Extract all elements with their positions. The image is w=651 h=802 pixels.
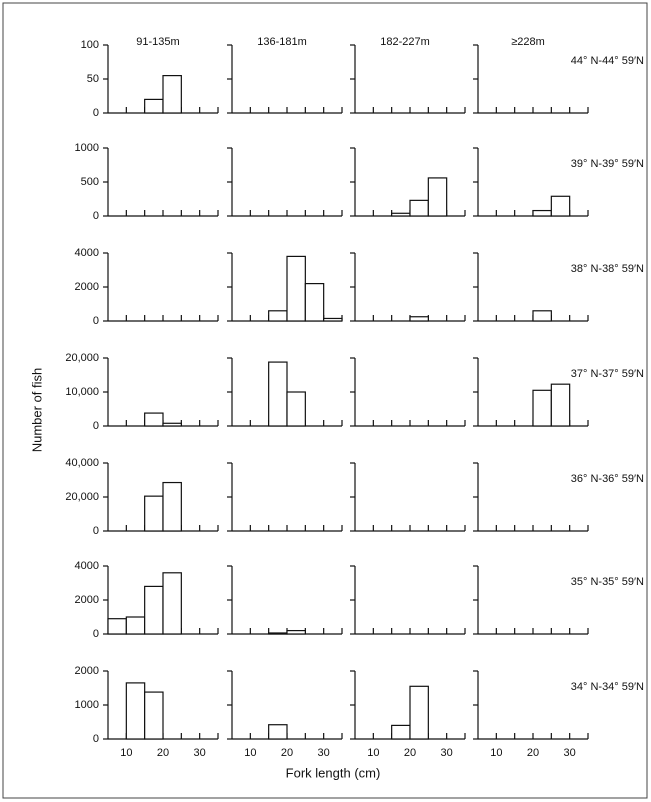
y-axis-label: Number of fish [29,368,44,453]
y-tick-label: 1000 [75,142,99,154]
bar [144,98,164,114]
y-tick-label: 0 [93,315,99,327]
bar [162,481,182,532]
row-label: 35° N-35° 59′N [571,576,644,588]
y-tick-label: 50 [87,73,99,85]
bar [268,632,288,635]
y-tick-label: 4000 [75,247,99,259]
row-label: 44° N-44° 59′N [571,55,644,67]
x-tick-label: 10 [367,747,379,759]
bar [409,199,429,217]
bar [268,310,288,322]
x-tick-label: 10 [244,747,256,759]
bar [323,317,343,322]
y-tick-label: 2000 [75,281,99,293]
bar [107,618,127,635]
x-tick-label: 30 [318,747,330,759]
bar [427,177,448,217]
x-tick-label: 30 [441,747,453,759]
x-tick-label: 10 [490,747,502,759]
row-label: 37° N-37° 59′N [571,368,644,380]
y-tick-label: 0 [93,733,99,745]
y-tick-label: 40,000 [65,457,99,469]
bar [162,74,182,114]
bar [304,283,325,322]
bar [125,616,146,635]
x-tick-label: 20 [404,747,416,759]
y-tick-label: 2000 [75,594,99,606]
y-tick-label: 4000 [75,560,99,572]
bar [144,585,164,635]
y-tick-label: 0 [93,628,99,640]
x-tick-label: 20 [157,747,169,759]
bar [162,572,182,635]
column-header: 91-135m [136,36,179,48]
y-tick-label: 0 [93,525,99,537]
column-header: 136-181m [257,36,307,48]
bar [550,195,571,217]
bar [391,212,411,217]
bar [268,361,288,427]
y-tick-label: 100 [81,39,99,51]
bar [125,682,146,740]
x-tick-label: 20 [527,747,539,759]
y-tick-label: 10,000 [65,386,99,398]
row-label: 39° N-39° 59′N [571,158,644,170]
bar [409,685,429,740]
bar [268,724,288,740]
bar [532,310,552,322]
x-tick-label: 20 [281,747,293,759]
x-axis-label: Fork length (cm) [286,765,381,780]
row-label: 34° N-34° 59′N [571,681,644,693]
bar [286,629,306,635]
y-tick-label: 20,000 [65,352,99,364]
bar [391,724,411,740]
x-tick-label: 10 [120,747,132,759]
y-tick-label: 0 [93,420,99,432]
bar [532,209,552,217]
row-label: 38° N-38° 59′N [571,263,644,275]
row-label: 36° N-36° 59′N [571,473,644,485]
bar [409,316,429,322]
y-tick-label: 500 [81,176,99,188]
bar [286,255,306,322]
y-tick-label: 1000 [75,699,99,711]
bar [144,495,164,532]
column-header: 182-227m [380,36,430,48]
column-header: ≥228m [511,36,545,48]
y-tick-label: 2000 [75,665,99,677]
bar [162,422,182,427]
y-tick-label: 0 [93,210,99,222]
x-tick-label: 30 [194,747,206,759]
bar [286,391,306,427]
x-tick-label: 30 [564,747,576,759]
y-tick-label: 20,000 [65,491,99,503]
bar [532,389,552,427]
y-tick-label: 0 [93,107,99,119]
bar [144,691,164,740]
bar [144,412,164,427]
bar [550,383,571,427]
